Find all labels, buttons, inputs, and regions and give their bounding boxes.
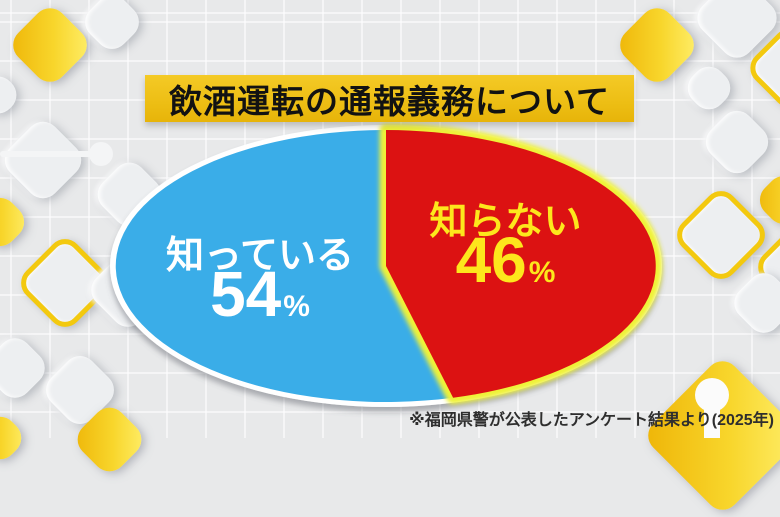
slice-know <box>115 129 454 402</box>
decor-tag-line <box>0 151 95 157</box>
page-title: 飲酒運転の通報義務について <box>168 82 610 120</box>
pie-chart-svg <box>110 123 663 407</box>
slice-dont-know-unit: % <box>528 256 556 289</box>
slice-dont-know <box>386 130 656 398</box>
decor-keyhole-stem <box>704 402 720 438</box>
slice-dont-know-value: 46 % <box>398 228 613 292</box>
decor-tag-circle <box>89 142 113 166</box>
title-banner: 飲酒運転の通報義務について <box>145 75 634 122</box>
source-footnote: ※福岡県警が公表したアンケート結果より(2025年) <box>409 412 774 429</box>
slice-know-value: 54 % <box>140 262 380 326</box>
slice-know-unit: % <box>283 290 310 323</box>
slice-dont-know-label: 知らない <box>429 201 582 243</box>
slice-know-percent: 54 <box>210 258 282 330</box>
slice-know-label: 知っている <box>165 235 355 277</box>
slice-dont-know-percent: 46 <box>455 224 527 296</box>
pie-chart: 知っている 54 % 知らない 46 % <box>110 123 663 407</box>
